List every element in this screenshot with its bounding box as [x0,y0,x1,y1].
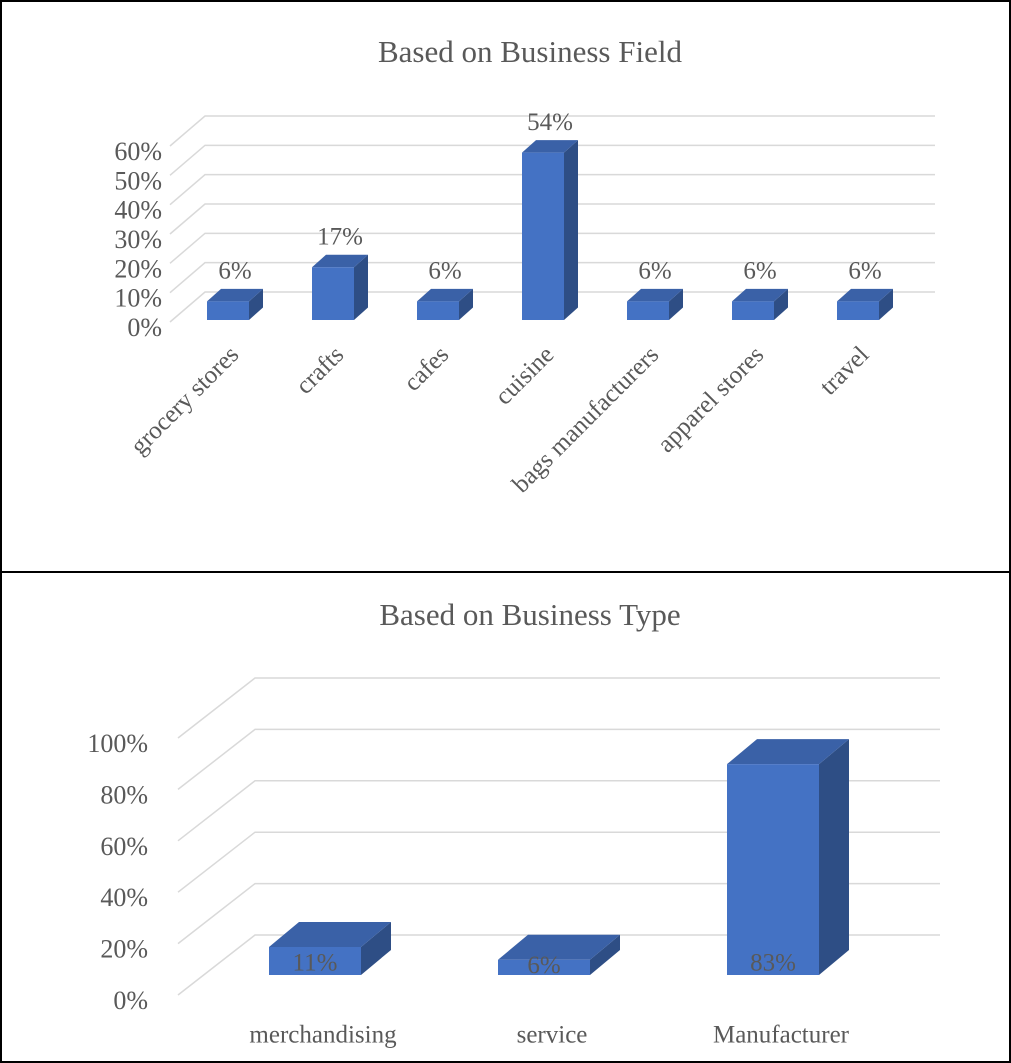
bar-side [361,922,391,975]
bar-top [498,934,620,960]
grid-line [177,780,940,842]
y-tick-label: 60% [114,137,162,166]
grid-line [177,677,940,739]
y-tick-label: 100% [87,729,148,758]
x-tick-label: grocery stores [126,341,245,460]
bar-top [207,288,263,302]
bar-front [207,301,249,320]
data-label: 6% [848,258,881,285]
bar-top [732,288,788,302]
bar [207,288,263,320]
bar-front [498,959,590,975]
bar [732,288,788,320]
bar-top [627,288,683,302]
bar-top [312,254,368,268]
bar-top [269,922,391,948]
grid-line [169,173,935,206]
bar [269,922,391,975]
chart-title: Based on Business Field [378,34,682,69]
grid-line [169,115,935,147]
bar-front [727,764,819,975]
x-tick-label: travel [815,341,874,400]
bar [417,288,473,320]
grid-line [177,882,940,945]
y-tick-label: 20% [114,254,162,283]
bar [522,140,578,320]
chart-title: Based on Business Type [379,597,680,632]
data-label: 83% [750,950,796,977]
grid-line [177,934,940,996]
bar-front [522,152,564,320]
bar-side [669,288,683,320]
x-tick-label: service [517,1022,588,1049]
bar-front [732,301,774,320]
data-label: 6% [527,952,560,979]
bar-front [312,267,354,320]
bar-top [727,739,849,765]
bar [627,288,683,320]
data-label: 6% [638,258,671,285]
y-tick-label: 50% [114,166,162,195]
y-tick-label: 60% [100,832,148,861]
data-label: 6% [428,258,461,285]
bar-top [417,288,473,302]
bar-side [354,254,368,320]
y-tick-label: 40% [114,196,162,225]
x-tick-label: cuisine [490,341,559,410]
x-tick-label: cafes [399,341,454,396]
y-tick-label: 40% [100,883,148,912]
bar-side [564,140,578,320]
x-tick-label: apparel stores [653,341,770,458]
data-label: 11% [293,950,338,977]
bar-side [774,288,788,320]
data-label: 6% [218,258,251,285]
grid-line [169,203,935,235]
grid-line [169,144,935,176]
bar [312,254,368,320]
bar-top [837,288,893,302]
bar-front [627,301,669,320]
y-tick-label: 0% [113,986,148,1015]
grid-line [177,728,940,790]
data-label: 17% [317,224,363,251]
bar-side [590,934,620,975]
bar [498,934,620,975]
data-label: 54% [527,109,573,136]
y-tick-label: 10% [114,284,162,313]
bar-side [819,739,849,975]
bar-side [879,288,893,320]
grid-line [169,291,935,323]
bar [727,739,849,975]
x-tick-label: merchandising [249,1022,397,1049]
data-label: 6% [743,258,776,285]
bar-front [417,301,459,320]
bar-front [269,947,361,975]
bar-side [249,288,263,320]
bar-front [837,301,879,320]
x-tick-label: Manufacturer [713,1022,850,1049]
grid-line [169,261,935,294]
bar-top [522,140,578,153]
y-tick-label: 0% [127,313,162,342]
y-tick-label: 80% [100,780,148,809]
grid-line [177,831,940,893]
grid-line [169,232,935,264]
y-tick-label: 20% [100,935,148,964]
bar-side [459,288,473,320]
bar [837,288,893,320]
y-tick-label: 30% [114,225,162,254]
x-tick-label: crafts [291,341,349,399]
